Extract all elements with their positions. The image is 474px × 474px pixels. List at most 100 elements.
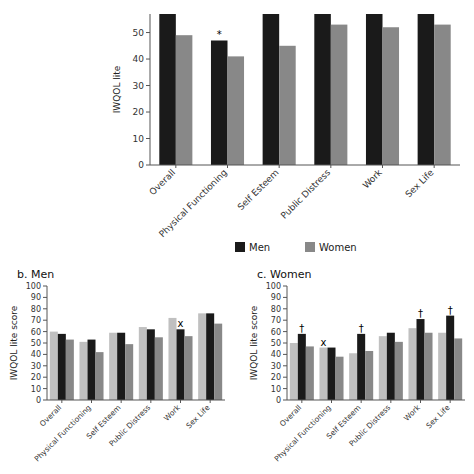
bar xyxy=(159,14,176,165)
annotation: † xyxy=(448,305,453,316)
annotation: † xyxy=(418,308,423,319)
bar xyxy=(387,333,395,400)
legend-label: Men xyxy=(249,242,270,253)
x-tick xyxy=(180,400,181,403)
bar xyxy=(66,340,74,400)
y-tick xyxy=(146,32,150,33)
x-tick xyxy=(150,400,151,403)
y-tick-label: 30 xyxy=(271,362,281,371)
x-tick-label: Physical Functioning xyxy=(157,167,229,239)
bar xyxy=(58,334,66,400)
bar xyxy=(176,329,184,400)
bar xyxy=(214,324,222,400)
x-tick xyxy=(227,165,228,168)
bar xyxy=(383,27,400,165)
y-tick xyxy=(43,308,47,309)
bar xyxy=(290,343,298,400)
x-tick xyxy=(382,165,383,168)
y-tick xyxy=(43,331,47,332)
y-tick-label: 70 xyxy=(271,316,281,325)
annotation: x xyxy=(178,318,184,329)
x-tick-label: Work xyxy=(402,403,422,423)
y-tick-label: 0 xyxy=(36,396,41,405)
bar xyxy=(446,316,454,400)
bar xyxy=(336,357,344,400)
y-tick-label: 30 xyxy=(31,362,41,371)
panel: 0 10 20 30 40 50 60 70 80 90 100 OverallPhysical Fu… xyxy=(9,268,225,463)
y-tick xyxy=(283,286,287,287)
x-tick-label: Overall xyxy=(147,167,177,197)
y-tick-label: 50 xyxy=(31,339,41,348)
bar xyxy=(298,334,306,400)
bar xyxy=(279,46,296,165)
bar xyxy=(379,336,387,400)
bar xyxy=(331,25,348,165)
bars xyxy=(290,316,462,400)
x-tick xyxy=(361,400,362,403)
y-tick-label: 80 xyxy=(31,305,41,314)
bar xyxy=(306,346,314,400)
x-tick xyxy=(61,400,62,403)
y-tick-label: 10 xyxy=(271,385,281,394)
bar xyxy=(357,334,365,400)
y-tick xyxy=(283,320,287,321)
x-tick xyxy=(301,400,302,403)
y-tick-label: 0 xyxy=(276,396,281,405)
bar xyxy=(425,333,433,400)
y-tick xyxy=(146,112,150,113)
x-tick xyxy=(91,400,92,403)
y-tick-label: 30 xyxy=(133,81,145,91)
y-tick xyxy=(43,400,47,401)
y-tick-label: 20 xyxy=(271,373,281,382)
bar xyxy=(365,351,373,400)
x-tick-label: Sex Life xyxy=(184,403,212,431)
bars xyxy=(50,313,222,400)
y-tick-label: 40 xyxy=(31,350,41,359)
bar xyxy=(228,56,245,165)
y-tick xyxy=(283,308,287,309)
bar xyxy=(211,40,228,165)
y-tick-label: 90 xyxy=(31,293,41,302)
y-tick xyxy=(283,400,287,401)
y-tick-label: 70 xyxy=(31,316,41,325)
x-tick xyxy=(279,165,280,168)
bar xyxy=(438,333,446,400)
x-axis xyxy=(150,165,460,166)
panel-title: b. Men xyxy=(17,268,54,281)
x-tick xyxy=(210,400,211,403)
x-tick-label: Physical Functioning xyxy=(33,403,94,464)
y-tick-label: 60 xyxy=(31,328,41,337)
bar xyxy=(418,14,435,165)
bar xyxy=(206,313,214,400)
y-axis xyxy=(47,286,48,400)
y-tick xyxy=(283,388,287,389)
y-tick-label: 80 xyxy=(271,305,281,314)
y-tick-label: 100 xyxy=(26,282,41,291)
x-tick-label: Overall xyxy=(38,403,63,428)
y-tick xyxy=(283,297,287,298)
x-tick-label: Public Distress xyxy=(347,403,392,448)
bar xyxy=(50,332,58,400)
x-tick xyxy=(330,165,331,168)
annotation: x xyxy=(321,337,327,348)
bar xyxy=(366,14,383,165)
x-tick-label: Public Distress xyxy=(279,167,333,221)
bar xyxy=(185,336,193,400)
bar xyxy=(327,348,335,400)
x-tick xyxy=(175,165,176,168)
y-tick-label: 10 xyxy=(31,385,41,394)
annotation: † xyxy=(299,323,304,334)
y-tick xyxy=(146,59,150,60)
bar xyxy=(395,342,403,400)
chart-figure: 01020304050OverallPhysical FunctioningSe… xyxy=(0,0,474,474)
bar xyxy=(109,333,117,400)
bar xyxy=(87,340,95,400)
x-tick-label: Sex Life xyxy=(403,167,436,199)
x-axis xyxy=(287,400,465,401)
bar xyxy=(139,327,147,400)
y-tick-label: 20 xyxy=(31,373,41,382)
y-tick-label: 40 xyxy=(271,350,281,359)
y-tick-label: 60 xyxy=(271,328,281,337)
y-tick xyxy=(43,377,47,378)
y-tick-label: 50 xyxy=(133,28,145,38)
